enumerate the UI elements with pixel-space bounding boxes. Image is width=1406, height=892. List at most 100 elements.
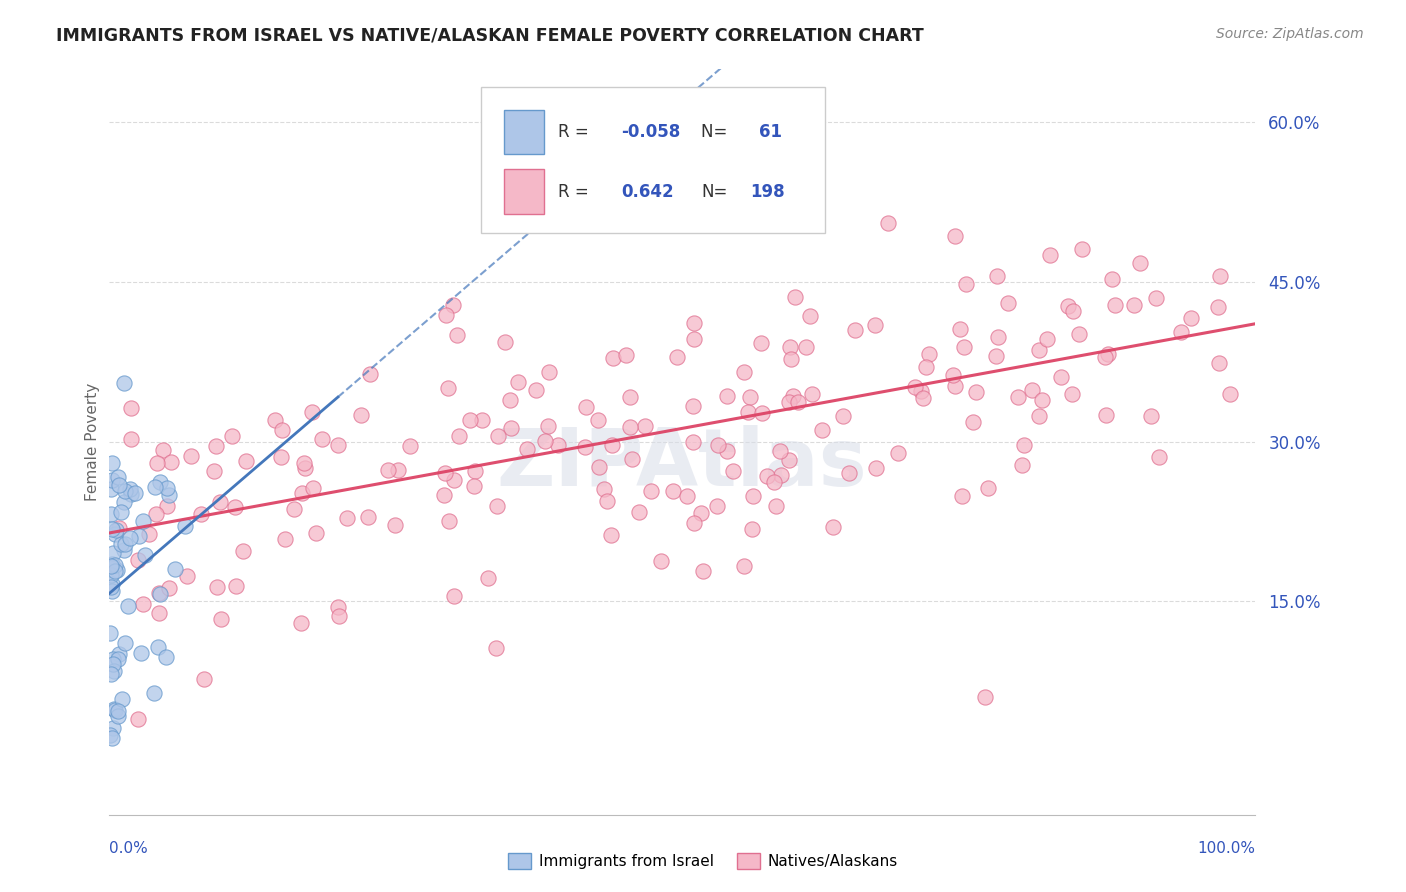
Point bbox=[107, 647, 129, 661]
Point bbox=[127, 553, 149, 567]
Point bbox=[108, 478, 131, 492]
Point bbox=[120, 487, 142, 501]
Point bbox=[101, 652, 124, 666]
Point bbox=[132, 597, 155, 611]
Point bbox=[1208, 268, 1230, 283]
Point bbox=[434, 308, 457, 322]
Point bbox=[945, 228, 967, 243]
Point bbox=[114, 635, 136, 649]
Point bbox=[209, 612, 232, 626]
Point bbox=[575, 400, 598, 414]
Point bbox=[443, 589, 465, 603]
Point bbox=[145, 480, 167, 494]
Point bbox=[716, 388, 738, 402]
Text: 0.0%: 0.0% bbox=[108, 841, 148, 856]
Point bbox=[350, 409, 373, 423]
Point bbox=[974, 690, 997, 705]
Point bbox=[98, 626, 121, 640]
Point bbox=[782, 389, 804, 403]
Point bbox=[110, 537, 132, 551]
Point bbox=[149, 587, 172, 601]
Point bbox=[292, 456, 315, 470]
Point bbox=[682, 516, 704, 530]
Point bbox=[155, 650, 177, 665]
Point bbox=[336, 511, 359, 525]
Point bbox=[205, 439, 228, 453]
Point bbox=[107, 469, 129, 483]
Point bbox=[733, 559, 755, 574]
Point bbox=[1007, 390, 1029, 404]
Point bbox=[1062, 387, 1084, 401]
Point bbox=[128, 528, 150, 542]
Point bbox=[100, 580, 122, 594]
Point bbox=[291, 486, 314, 500]
Y-axis label: Female Poverty: Female Poverty bbox=[86, 383, 100, 500]
Text: 0.642: 0.642 bbox=[621, 183, 673, 201]
Point bbox=[1097, 346, 1119, 360]
Point bbox=[950, 489, 973, 503]
Point bbox=[593, 483, 616, 497]
Point bbox=[127, 712, 149, 726]
Point bbox=[823, 519, 845, 533]
Point bbox=[877, 216, 900, 230]
Point bbox=[176, 568, 198, 582]
Point bbox=[118, 482, 141, 496]
Point bbox=[294, 461, 316, 475]
Point bbox=[1206, 300, 1229, 314]
Point bbox=[235, 453, 257, 467]
Point bbox=[100, 558, 122, 572]
Point bbox=[1050, 370, 1073, 384]
Point bbox=[145, 508, 167, 522]
Point bbox=[838, 466, 860, 480]
Point bbox=[120, 433, 142, 447]
Point bbox=[110, 692, 132, 706]
Point bbox=[1036, 332, 1059, 346]
Point bbox=[264, 413, 287, 427]
Point bbox=[205, 581, 228, 595]
Point bbox=[464, 464, 486, 478]
Text: 61: 61 bbox=[759, 123, 782, 141]
Point bbox=[290, 616, 312, 631]
Point bbox=[101, 657, 124, 672]
Point bbox=[112, 376, 135, 390]
Point bbox=[682, 332, 704, 346]
Point bbox=[918, 347, 941, 361]
Point bbox=[1208, 355, 1230, 369]
Point bbox=[599, 528, 621, 542]
Point bbox=[101, 731, 124, 745]
Point bbox=[762, 136, 785, 150]
Point bbox=[148, 586, 170, 600]
Text: Source: ZipAtlas.com: Source: ZipAtlas.com bbox=[1216, 27, 1364, 41]
Point bbox=[863, 318, 886, 332]
Point bbox=[794, 340, 817, 354]
Point bbox=[634, 419, 657, 434]
Point bbox=[1070, 242, 1092, 256]
Point bbox=[103, 702, 125, 716]
Point bbox=[904, 380, 927, 394]
Point bbox=[190, 508, 212, 522]
Point bbox=[831, 409, 853, 423]
Point bbox=[399, 438, 422, 452]
Point bbox=[103, 722, 125, 736]
Point bbox=[942, 368, 965, 383]
Point bbox=[441, 298, 464, 312]
Point bbox=[104, 702, 127, 716]
Point bbox=[437, 514, 460, 528]
Point bbox=[778, 453, 800, 467]
Point bbox=[763, 475, 786, 490]
Point bbox=[692, 564, 714, 578]
Point bbox=[377, 463, 399, 477]
Point bbox=[640, 484, 662, 499]
Point bbox=[107, 704, 129, 718]
FancyBboxPatch shape bbox=[505, 110, 544, 154]
Point bbox=[112, 542, 135, 557]
Point bbox=[105, 523, 128, 537]
Point bbox=[501, 421, 523, 435]
Point bbox=[910, 384, 932, 398]
FancyBboxPatch shape bbox=[481, 87, 825, 233]
Point bbox=[100, 667, 122, 681]
Point bbox=[1180, 311, 1202, 326]
Point bbox=[997, 296, 1019, 310]
Point bbox=[449, 429, 471, 443]
Point bbox=[1095, 409, 1118, 423]
